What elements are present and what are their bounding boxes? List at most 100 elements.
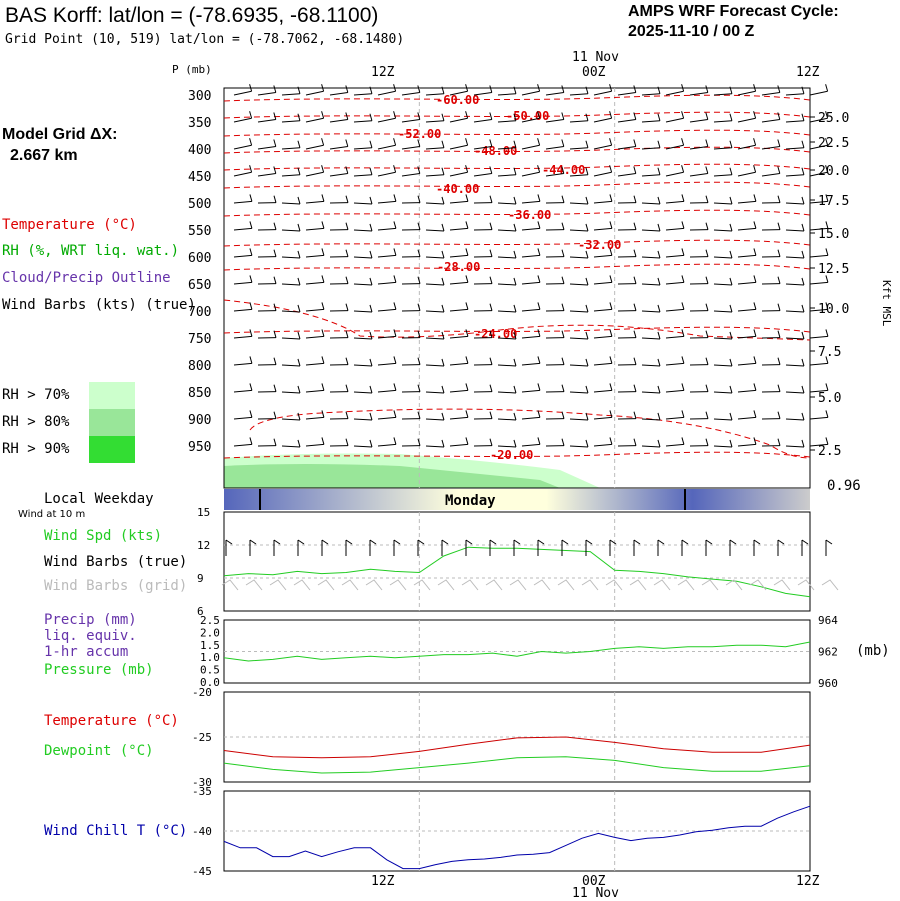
wind-barb-feather bbox=[394, 275, 396, 282]
wind-barb-feather bbox=[802, 440, 804, 447]
wind-barb bbox=[354, 203, 372, 204]
wind-barb bbox=[282, 392, 300, 393]
wind-barb bbox=[642, 419, 660, 420]
wind-barb-feather bbox=[490, 304, 492, 311]
pressure-tick-label: 300 bbox=[188, 89, 211, 104]
wind-barb-feather bbox=[514, 386, 516, 393]
surface-wind-barb-feather bbox=[658, 540, 664, 544]
wind-barb-feather bbox=[250, 356, 252, 363]
wind-barb-feather bbox=[754, 221, 756, 228]
wind-barb-feather bbox=[298, 332, 300, 339]
pressure-tick-label: 600 bbox=[188, 251, 211, 266]
wind-barb-feather bbox=[730, 197, 732, 204]
wind-barb-feather bbox=[634, 277, 636, 284]
wind-barb-feather bbox=[346, 412, 348, 419]
wind-barb bbox=[282, 338, 300, 339]
wind-barb bbox=[378, 282, 396, 284]
wind-barb-feather bbox=[778, 277, 780, 284]
wind-barb bbox=[810, 417, 828, 419]
wind-barb-feather bbox=[298, 359, 300, 366]
wind-barb bbox=[282, 311, 300, 312]
wind-barb bbox=[522, 255, 540, 257]
wind-barb bbox=[666, 282, 684, 284]
wind-barb bbox=[378, 363, 396, 365]
wind-barb-feather bbox=[778, 304, 780, 311]
wind-barb bbox=[498, 203, 516, 204]
wind-barb-feather bbox=[754, 356, 756, 363]
wind-barb bbox=[738, 444, 756, 446]
wind-barb bbox=[450, 172, 468, 176]
isotherm-label: -20.00 bbox=[490, 448, 533, 462]
wind-barb bbox=[354, 121, 372, 122]
wind-barb-feather bbox=[442, 168, 444, 175]
wind-barb bbox=[330, 92, 348, 95]
grid-wind-barb bbox=[414, 580, 430, 590]
wind-barb bbox=[282, 148, 300, 149]
wind-barb bbox=[234, 145, 252, 149]
wind-barb-feather bbox=[730, 251, 732, 258]
wind-barb bbox=[594, 282, 612, 284]
wind-barb-feather bbox=[634, 439, 636, 446]
wind-barb-feather bbox=[514, 359, 516, 366]
surface-wind-barb-feather bbox=[370, 540, 376, 544]
wind-barb-feather bbox=[562, 223, 564, 230]
wind-barb bbox=[762, 92, 780, 95]
wind-barb-feather bbox=[778, 112, 780, 119]
wind-barb-feather bbox=[586, 440, 588, 447]
wind-barb bbox=[378, 390, 396, 392]
wind-barb bbox=[426, 446, 444, 447]
wind-barb-feather bbox=[634, 196, 636, 203]
wind-barb-feather bbox=[490, 250, 492, 257]
wind-barb bbox=[378, 172, 396, 176]
wind-barb bbox=[234, 444, 252, 446]
wind-barb-feather bbox=[706, 166, 708, 173]
wind-barb bbox=[258, 146, 276, 149]
wind-barb-feather bbox=[706, 304, 708, 311]
wind-barb bbox=[426, 365, 444, 366]
wind-barb bbox=[234, 255, 252, 257]
wind-barb-feather bbox=[802, 359, 804, 366]
wind-barb-feather bbox=[466, 410, 468, 417]
wind-barb bbox=[426, 311, 444, 312]
isotherm-label: -32.00 bbox=[578, 238, 621, 252]
wind-barb-feather bbox=[394, 437, 396, 444]
wind-barb-feather bbox=[802, 413, 804, 420]
wind-barb bbox=[666, 91, 684, 95]
wind-barb-feather bbox=[370, 440, 372, 447]
wind-barb-feather bbox=[706, 112, 708, 119]
wind-barb-feather bbox=[682, 437, 684, 444]
wind-barb-feather bbox=[706, 250, 708, 257]
wind-barb bbox=[738, 172, 756, 176]
wind-barb bbox=[354, 257, 372, 258]
wind-barb-feather bbox=[610, 302, 612, 309]
wind-barb bbox=[714, 257, 732, 258]
wind-barb bbox=[666, 145, 684, 149]
wind-barb bbox=[594, 309, 612, 311]
pressure-tick-label: 650 bbox=[188, 278, 211, 293]
wind-barb bbox=[642, 94, 660, 95]
wind-barb-feather bbox=[610, 437, 612, 444]
wind-barb-feather bbox=[298, 440, 300, 447]
wind-barb bbox=[642, 392, 660, 393]
wind-barb bbox=[258, 119, 276, 122]
wind-barb bbox=[378, 444, 396, 446]
wind-barb-feather bbox=[394, 302, 396, 309]
wind-barb bbox=[450, 336, 468, 338]
wind-barb bbox=[594, 255, 612, 257]
windchill-line bbox=[224, 806, 810, 868]
grid-wind-barb bbox=[294, 580, 310, 590]
wind-barb-feather bbox=[466, 138, 468, 145]
wind-barb-feather bbox=[778, 358, 780, 365]
wind-barb bbox=[234, 201, 252, 203]
grid-wind-barb bbox=[582, 580, 598, 590]
wind-barb bbox=[666, 201, 684, 203]
wind-barb-feather bbox=[394, 383, 396, 390]
wind-barb bbox=[498, 230, 516, 231]
wind-barb bbox=[522, 282, 540, 284]
wind-barb bbox=[762, 119, 780, 122]
grid-wind-barb bbox=[558, 580, 574, 590]
surface-wind-barb-feather bbox=[706, 540, 712, 544]
wind-barb bbox=[522, 201, 540, 203]
wind-barb-feather bbox=[610, 410, 612, 417]
wind-barb-feather bbox=[322, 275, 324, 282]
